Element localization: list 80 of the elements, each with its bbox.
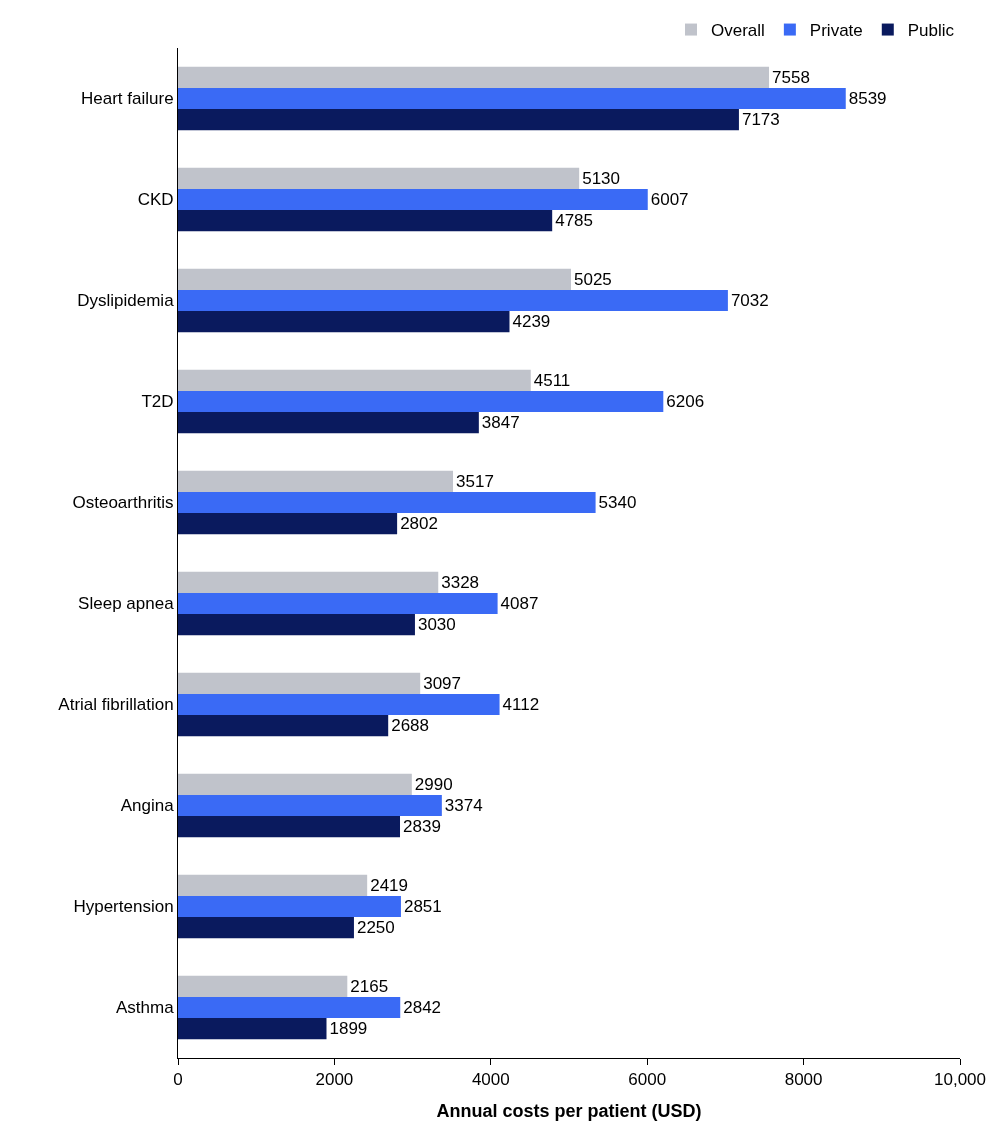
data-label: 2688 bbox=[391, 716, 430, 736]
y-tick-label: Atrial fibrillation bbox=[58, 695, 174, 715]
y-tick-label: Heart failure bbox=[80, 89, 174, 109]
data-label: 2419 bbox=[370, 875, 408, 895]
data-label: 2802 bbox=[400, 514, 438, 534]
data-label: 2250 bbox=[356, 918, 395, 938]
legend-label: Public bbox=[907, 21, 955, 41]
data-label: 8539 bbox=[848, 89, 887, 108]
data-label: 3097 bbox=[423, 673, 462, 693]
y-tick-label: Asthma bbox=[115, 998, 175, 1018]
y-tick-label: Angina bbox=[120, 796, 175, 816]
bar bbox=[178, 311, 510, 333]
data-label: 1899 bbox=[329, 1019, 368, 1039]
data-label: 7032 bbox=[730, 291, 769, 311]
bar bbox=[178, 1018, 327, 1040]
bar bbox=[178, 773, 412, 795]
bar bbox=[178, 109, 739, 131]
data-label: 4087 bbox=[500, 594, 539, 613]
data-label: 4785 bbox=[555, 211, 594, 231]
bar bbox=[178, 592, 498, 615]
bar bbox=[178, 66, 770, 88]
bar bbox=[178, 369, 531, 391]
data-label: 6007 bbox=[650, 190, 689, 209]
bar bbox=[178, 996, 401, 1019]
y-tick-label: Sleep apnea bbox=[78, 594, 175, 614]
bar bbox=[178, 390, 664, 413]
bar bbox=[178, 614, 415, 636]
bar bbox=[178, 917, 354, 939]
data-label: 4511 bbox=[533, 370, 571, 390]
bar bbox=[178, 210, 553, 232]
x-tick-label: 2000 bbox=[315, 1070, 354, 1090]
bar bbox=[178, 895, 401, 918]
data-label: 3030 bbox=[417, 615, 456, 635]
x-tick-label: 4000 bbox=[471, 1070, 510, 1090]
data-label: 2990 bbox=[414, 774, 453, 794]
data-label: 4239 bbox=[512, 312, 551, 332]
data-label: 5025 bbox=[573, 269, 612, 289]
bar bbox=[178, 571, 439, 593]
data-label: 5130 bbox=[582, 168, 620, 188]
bar bbox=[178, 816, 401, 838]
y-tick-label: Dyslipidemia bbox=[77, 291, 175, 311]
bar bbox=[178, 794, 442, 817]
data-label: 7173 bbox=[741, 110, 780, 130]
data-label: 7558 bbox=[772, 67, 810, 87]
data-label: 2839 bbox=[403, 817, 441, 837]
data-label: 6206 bbox=[666, 392, 705, 412]
bar bbox=[178, 412, 479, 434]
x-axis-title: Annual costs per patient (USD) bbox=[436, 1100, 702, 1121]
data-label: 3328 bbox=[441, 572, 480, 592]
legend-label: Overall bbox=[711, 21, 765, 41]
x-tick-label: 10,000 bbox=[934, 1070, 986, 1090]
y-tick-label: T2D bbox=[141, 392, 174, 412]
bar bbox=[178, 693, 500, 716]
data-label: 3374 bbox=[444, 796, 483, 815]
bar bbox=[178, 874, 368, 896]
bar bbox=[178, 470, 454, 492]
bar bbox=[178, 289, 728, 312]
bar bbox=[178, 167, 580, 189]
data-label: 2851 bbox=[403, 897, 442, 917]
data-label: 3517 bbox=[456, 471, 494, 491]
bar bbox=[178, 188, 648, 211]
y-tick-label: Osteoarthritis bbox=[72, 493, 174, 513]
x-tick-label: 8000 bbox=[784, 1070, 823, 1090]
bar bbox=[178, 672, 421, 694]
bar bbox=[178, 268, 571, 290]
y-tick-label: CKD bbox=[137, 190, 174, 210]
data-label: 3847 bbox=[481, 413, 520, 433]
x-tick-label: 6000 bbox=[628, 1070, 667, 1090]
bar bbox=[178, 513, 398, 535]
data-label: 2165 bbox=[350, 976, 389, 996]
x-tick-label: 0 bbox=[173, 1070, 183, 1090]
data-label: 5340 bbox=[598, 493, 637, 513]
data-label: 2842 bbox=[403, 998, 442, 1018]
bar bbox=[178, 491, 596, 514]
data-label: 4112 bbox=[502, 695, 540, 714]
bar bbox=[178, 87, 846, 110]
bar bbox=[178, 975, 348, 997]
legend-label: Private bbox=[809, 21, 863, 41]
y-tick-label: Hypertension bbox=[73, 897, 174, 917]
bar bbox=[178, 715, 389, 737]
